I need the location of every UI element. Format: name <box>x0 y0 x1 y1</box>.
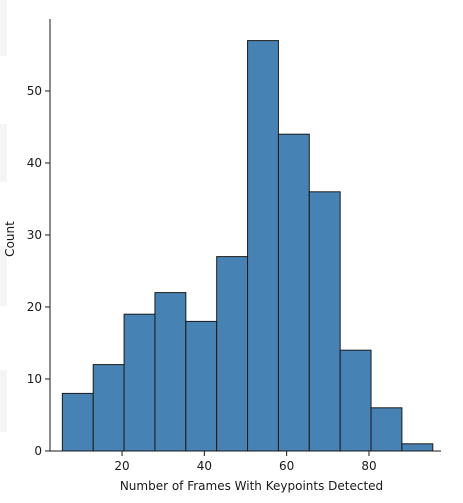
x-tick-label: 80 <box>361 459 376 473</box>
histogram-bar <box>185 320 218 452</box>
bars-group <box>61 40 434 452</box>
y-tick-label: 10 <box>27 372 42 386</box>
left-edge-strip <box>0 124 7 182</box>
left-edge-strip <box>0 246 7 306</box>
y-tick-label: 30 <box>27 228 42 242</box>
histogram-bar <box>277 133 310 452</box>
histogram-bar <box>401 443 434 452</box>
x-axis-label: Number of Frames With Keypoints Detected <box>120 479 383 493</box>
x-tick-label: 40 <box>197 459 212 473</box>
histogram-bar <box>247 40 279 452</box>
histogram-bar <box>92 364 125 452</box>
histogram-bar <box>308 191 341 452</box>
histogram-bar <box>216 256 249 452</box>
x-ticks-group: 20 40 60 80 <box>114 451 377 473</box>
y-tick-label: 50 <box>27 84 42 98</box>
y-tick-label: 0 <box>34 444 42 458</box>
histogram-bar <box>370 407 403 452</box>
y-tick-label: 20 <box>27 300 42 314</box>
left-edge-strip <box>0 0 7 56</box>
x-tick-label: 20 <box>114 459 129 473</box>
y-tick-label: 40 <box>27 156 42 170</box>
y-ticks-group: 0 10 20 30 40 50 <box>27 84 50 458</box>
histogram-bar <box>154 292 187 452</box>
histogram-bar <box>339 349 372 452</box>
histogram-bar <box>123 313 156 452</box>
left-edge-strip <box>0 370 7 432</box>
histogram-bar <box>61 392 94 452</box>
x-tick-label: 60 <box>279 459 294 473</box>
y-axis-label: Count <box>3 221 17 257</box>
